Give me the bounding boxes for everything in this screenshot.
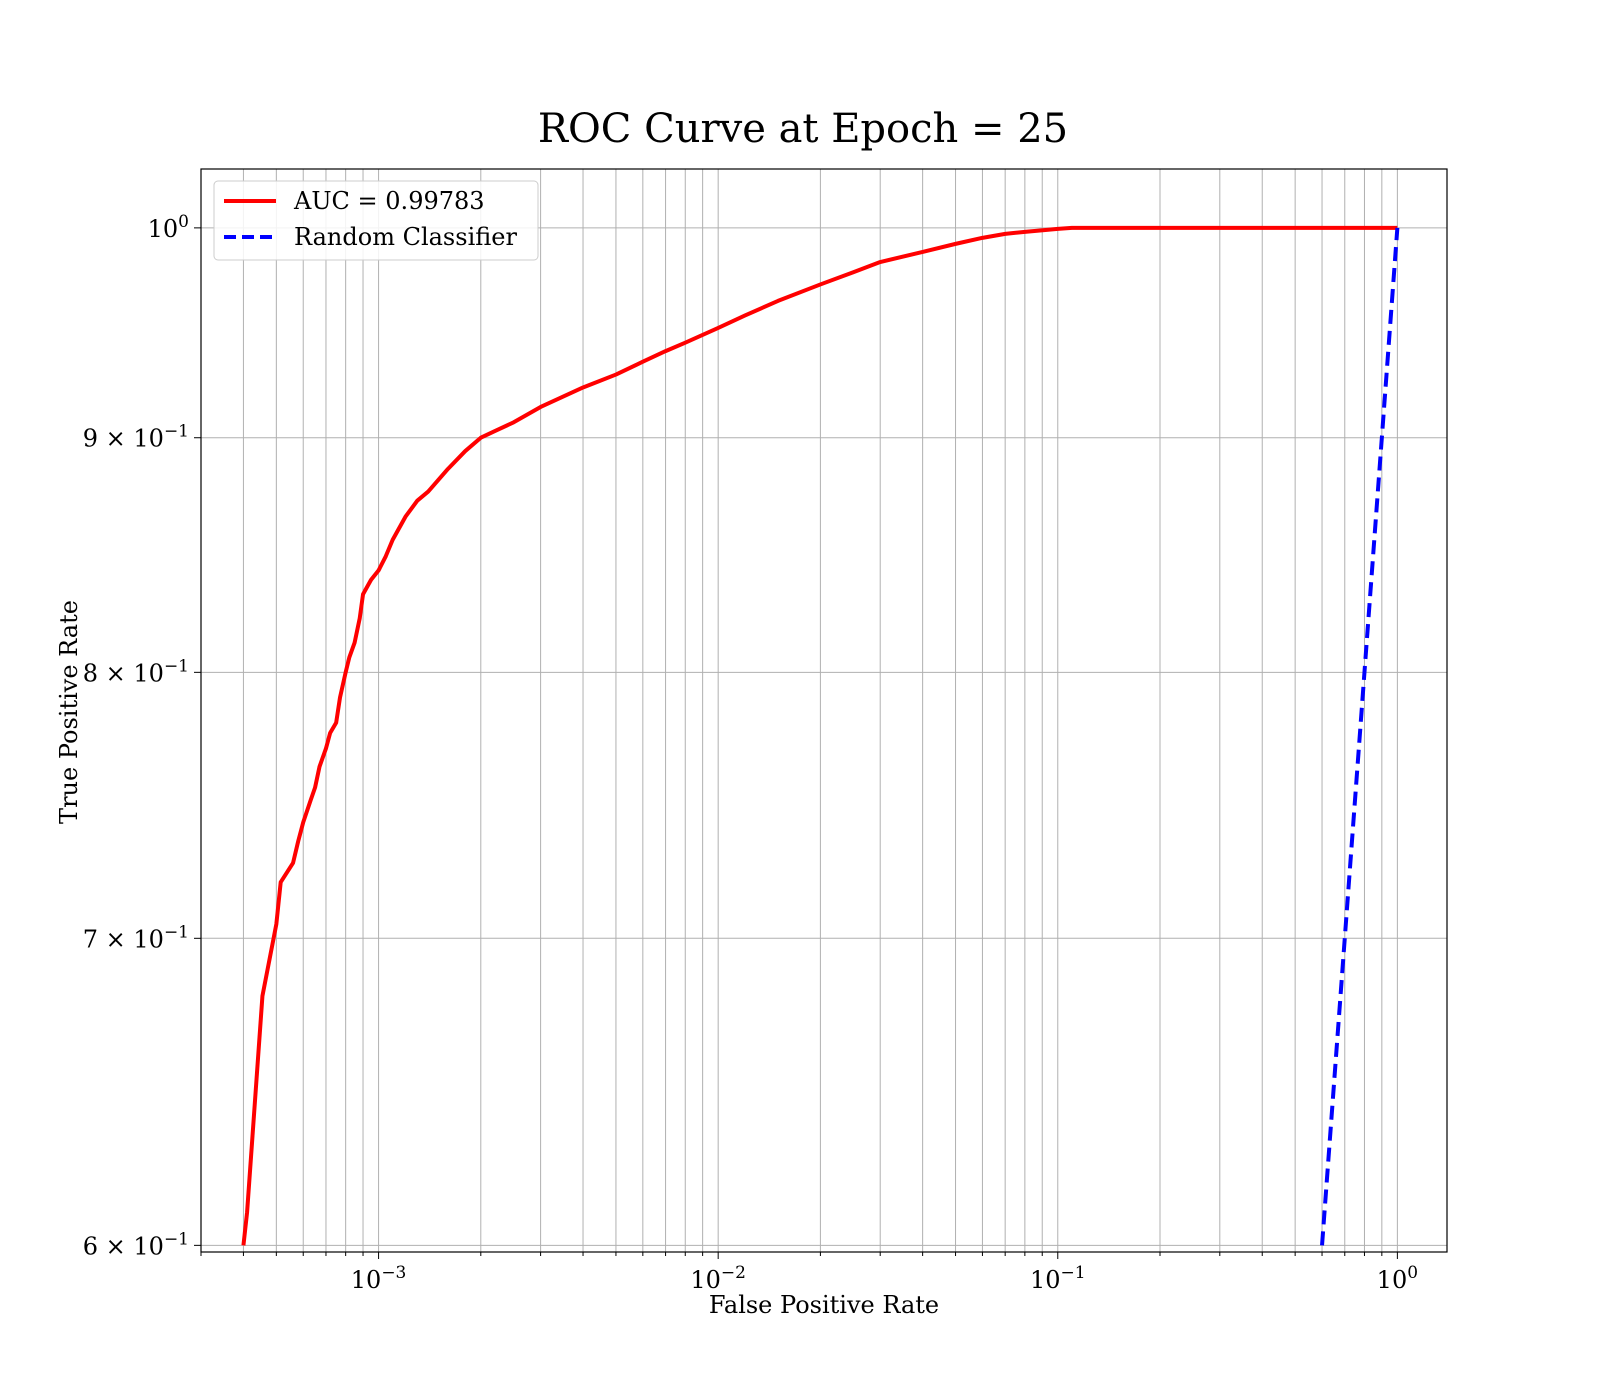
legend: AUC = 0.99783 Random Classifier: [213, 180, 539, 261]
x-tick-label: 10−1: [1030, 1263, 1086, 1294]
axis-ticks: 10−3 10−2 10−1 100 6 × 10−1 7 × 10−1 8 × 10−1 9…: [83, 212, 1418, 1294]
x-tick-label: 10−3: [351, 1263, 407, 1294]
series-lines: [241, 225, 1400, 1246]
y-tick-label: 9 × 10−1: [83, 422, 189, 453]
chart-title: ROC Curve at Epoch = 25: [538, 106, 1068, 152]
x-axis-label: False Positive Rate: [709, 1291, 939, 1319]
legend-label-auc: AUC = 0.99783: [293, 187, 485, 215]
x-tick-label: 10−2: [690, 1263, 746, 1294]
plot-frame: [200, 168, 1448, 1253]
y-tick-label: 7 × 10−1: [83, 922, 189, 953]
grid-lines: [200, 169, 1447, 1252]
y-axis-label: True Positive Rate: [55, 600, 83, 824]
y-tick-label: 8 × 10−1: [83, 656, 189, 687]
roc-curve-line: [241, 225, 1398, 1246]
legend-box: [213, 180, 539, 261]
x-tick-label: 100: [1377, 1263, 1418, 1294]
y-tick-label: 6 × 10−1: [83, 1229, 189, 1260]
y-tick-label: 100: [148, 212, 189, 243]
random-classifier-line: [1320, 227, 1400, 1246]
legend-label-random: Random Classifier: [294, 223, 517, 251]
